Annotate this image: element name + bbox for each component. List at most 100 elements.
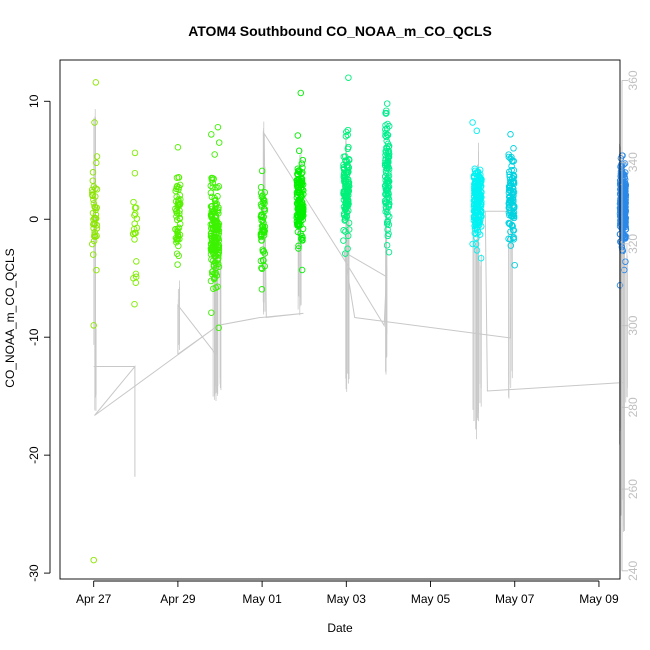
data-point — [340, 210, 348, 217]
data-point — [93, 159, 100, 167]
data-point — [505, 153, 513, 161]
data-point — [344, 126, 352, 134]
data-point — [294, 177, 301, 184]
data-point — [215, 139, 223, 146]
data-point — [472, 207, 480, 214]
data-point — [208, 193, 216, 201]
data-point — [385, 203, 393, 211]
data-point — [469, 240, 476, 248]
data-point — [298, 175, 306, 182]
data-point — [384, 217, 392, 225]
data-point — [133, 258, 140, 265]
altitude-path — [93, 131, 625, 477]
data-point — [90, 237, 98, 245]
data-point — [295, 208, 302, 216]
data-point — [89, 240, 96, 248]
data-point — [618, 197, 625, 204]
data-point — [345, 226, 353, 233]
y-tick-label: -30 — [27, 564, 41, 582]
data-point — [507, 242, 515, 249]
data-point — [385, 184, 392, 192]
data-point — [470, 203, 478, 211]
data-point — [510, 145, 517, 152]
data-point — [260, 196, 268, 204]
data-point — [91, 228, 98, 236]
data-point — [383, 242, 391, 249]
data-point — [620, 222, 627, 229]
data-point — [93, 204, 100, 211]
data-point — [507, 236, 514, 243]
data-point — [208, 131, 215, 138]
data-point — [211, 151, 218, 158]
data-point — [473, 230, 480, 238]
data-point — [207, 182, 215, 190]
data-point — [258, 265, 266, 273]
data-point — [342, 177, 350, 184]
data-point — [214, 256, 221, 264]
data-point — [507, 228, 514, 236]
data-point — [91, 233, 98, 240]
data-point — [474, 208, 482, 216]
data-point — [90, 200, 98, 207]
data-point — [476, 231, 484, 238]
data-point — [208, 244, 215, 252]
data-point — [93, 225, 101, 232]
data-point — [295, 245, 302, 252]
data-point — [471, 213, 478, 221]
x-tick-label: May 01 — [242, 592, 282, 606]
data-point — [385, 153, 393, 161]
data-point — [294, 205, 301, 213]
data-point — [173, 250, 181, 257]
data-point — [384, 174, 392, 181]
data-point — [344, 232, 352, 240]
data-point — [473, 198, 480, 206]
data-point — [214, 123, 222, 131]
data-point — [472, 240, 480, 248]
y-tick-right-label: 340 — [626, 152, 640, 172]
data-point — [260, 226, 268, 234]
data-point — [93, 221, 101, 229]
y-tick-right-label: 240 — [626, 560, 640, 580]
data-point — [261, 189, 269, 196]
data-point — [295, 242, 302, 250]
data-point — [257, 257, 265, 265]
data-point — [476, 166, 484, 174]
data-point — [295, 197, 302, 204]
y-axis-label: CO_NOAA_m_CO_QCLS — [3, 248, 17, 387]
data-point — [261, 229, 268, 236]
data-point — [295, 147, 303, 155]
data-point — [209, 174, 216, 182]
data-point — [259, 227, 267, 235]
data-point — [211, 226, 218, 234]
data-point — [342, 133, 350, 140]
y-tick-label: -10 — [27, 328, 41, 346]
data-point — [617, 170, 625, 178]
data-point — [131, 149, 139, 157]
data-point — [296, 190, 304, 198]
data-point — [295, 184, 303, 191]
y-tick-right-label: 280 — [626, 397, 640, 417]
data-point — [260, 257, 267, 264]
data-point — [211, 218, 218, 226]
data-point — [298, 169, 306, 176]
data-point — [212, 269, 220, 277]
data-point — [345, 182, 353, 190]
data-point — [298, 160, 306, 167]
data-point — [344, 200, 352, 207]
data-point — [210, 243, 217, 250]
data-point — [385, 248, 393, 256]
data-point — [341, 177, 348, 184]
data-point — [509, 187, 517, 195]
data-point — [295, 167, 302, 175]
data-point — [297, 89, 305, 97]
data-point — [299, 237, 306, 244]
data-point — [505, 189, 513, 196]
x-axis-label: Date — [327, 621, 353, 635]
data-point — [383, 178, 391, 186]
data-point — [343, 203, 350, 211]
data-point — [620, 187, 628, 195]
data-point — [257, 201, 265, 208]
data-point — [510, 167, 518, 174]
data-point — [385, 122, 393, 130]
data-point — [92, 79, 100, 86]
